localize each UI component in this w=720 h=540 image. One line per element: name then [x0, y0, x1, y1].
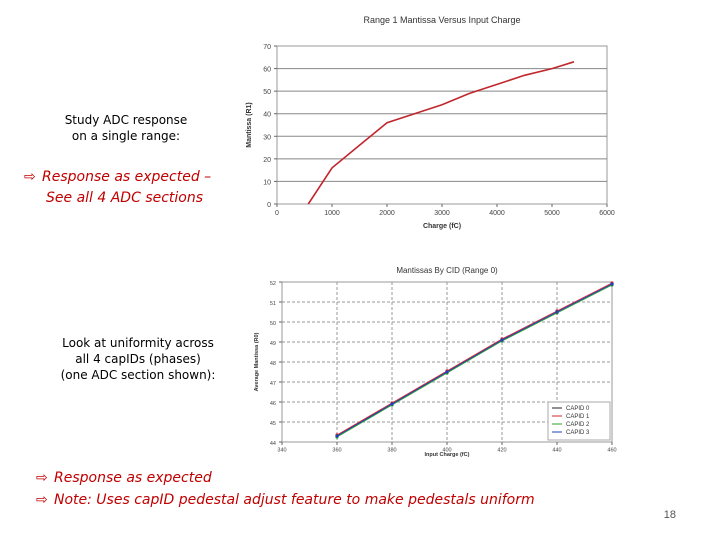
y-tick-label: 70 — [263, 44, 271, 51]
x-tick-label: 3000 — [434, 210, 450, 217]
y-tick-label: 47 — [270, 381, 276, 387]
bullet-capid-note: ⇨ Note: Uses capID pedestal adjust featur… — [36, 489, 535, 511]
bullet-response-expected: ⇨ Response as expected — [36, 467, 535, 489]
x-tick-label: 5000 — [544, 210, 560, 217]
uniformity-line-3: (one ADC section shown): — [60, 368, 216, 382]
y-tick-label: 44 — [270, 441, 276, 447]
y-tick-label: 0 — [267, 202, 271, 209]
data-point — [335, 434, 339, 438]
study-text: Study ADC response on a single range: — [40, 112, 212, 144]
x-tick-label: 460 — [607, 448, 616, 454]
y-tick-label: 51 — [270, 301, 276, 307]
arrow-icon: ⇨ — [36, 492, 48, 508]
x-tick-label: 6000 — [599, 210, 615, 217]
series-line — [336, 282, 613, 436]
y-tick-label: 40 — [263, 112, 271, 119]
chart-title: Mantissas By CID (Range 0) — [396, 266, 498, 275]
bullet-3-text: Note: Uses capID pedestal adjust feature… — [54, 492, 535, 508]
x-tick-label: 400 — [442, 448, 451, 454]
y-tick-label: 30 — [263, 134, 271, 141]
x-tick-label: 1000 — [324, 210, 340, 217]
x-tick-label: 0 — [275, 210, 279, 217]
y-tick-label: 48 — [270, 361, 276, 367]
y-axis-label: Mantissa (R1) — [246, 102, 253, 148]
data-point — [445, 370, 449, 374]
x-axis-label: Input Charge (fC) — [425, 452, 470, 458]
x-tick-label: 380 — [387, 448, 396, 454]
y-tick-label: 60 — [263, 67, 271, 74]
uniformity-line-2: all 4 capIDs (phases) — [75, 352, 201, 366]
y-axis-label: Average Mantissa (R0) — [254, 332, 260, 391]
plot-area — [276, 45, 608, 205]
bullet-1-line-2: See all 4 ADC sections — [46, 190, 204, 206]
y-tick-label: 45 — [270, 421, 276, 427]
series-line — [336, 283, 613, 437]
data-point — [610, 282, 614, 286]
chart-title: Range 1 Mantissa Versus Input Charge — [363, 15, 520, 25]
x-tick-label: 2000 — [379, 210, 395, 217]
uniformity-text: Look at uniformity across all 4 capIDs (… — [52, 335, 224, 383]
bullet-2-text: Response as expected — [54, 470, 212, 486]
y-tick-label: 49 — [270, 341, 276, 347]
series-line — [307, 61, 575, 205]
x-tick-label: 420 — [497, 448, 506, 454]
y-tick-label: 50 — [263, 89, 271, 96]
legend-label: CAPID 0 — [566, 406, 590, 412]
y-tick-label: 50 — [270, 321, 276, 327]
uniformity-line-1: Look at uniformity across — [62, 336, 214, 350]
range1-mantissa-chart: Range 1 Mantissa Versus Input Charge 0 10 2… — [246, 15, 615, 230]
x-tick-label: 360 — [332, 448, 341, 454]
study-line-1: Study ADC response — [64, 113, 188, 127]
legend-label: CAPID 3 — [566, 430, 590, 436]
y-tick-label: 46 — [270, 401, 276, 407]
arrow-icon: ⇨ — [24, 169, 36, 185]
y-tick-label: 20 — [263, 157, 271, 164]
data-point — [500, 338, 504, 342]
legend-label: CAPID 1 — [566, 414, 590, 420]
bullet-response-sections: ⇨ Response as expected – See all 4 ADC se… — [24, 167, 211, 209]
y-tick-label: 52 — [270, 281, 276, 287]
arrow-icon: ⇨ — [36, 470, 48, 486]
mantissas-by-cid-chart: Mantissas By CID (Range 0) 44 45 46 47 48 49 50… — [254, 266, 617, 458]
x-axis-label: Charge (fC) — [423, 223, 461, 230]
x-tick-label: 340 — [277, 448, 286, 454]
data-point — [555, 310, 559, 314]
y-tick-label: 10 — [263, 179, 271, 186]
page-number: 18 — [663, 509, 676, 521]
data-point — [390, 402, 394, 406]
legend-label: CAPID 2 — [566, 422, 590, 428]
bullet-1-line-1: Response as expected – — [42, 169, 212, 185]
x-tick-label: 440 — [552, 448, 561, 454]
x-tick-label: 4000 — [489, 210, 505, 217]
study-line-2: on a single range: — [71, 129, 181, 143]
bullet-bottom-block: ⇨ Response as expected ⇨ Note: Uses capID … — [36, 467, 535, 511]
series-line — [336, 284, 613, 438]
